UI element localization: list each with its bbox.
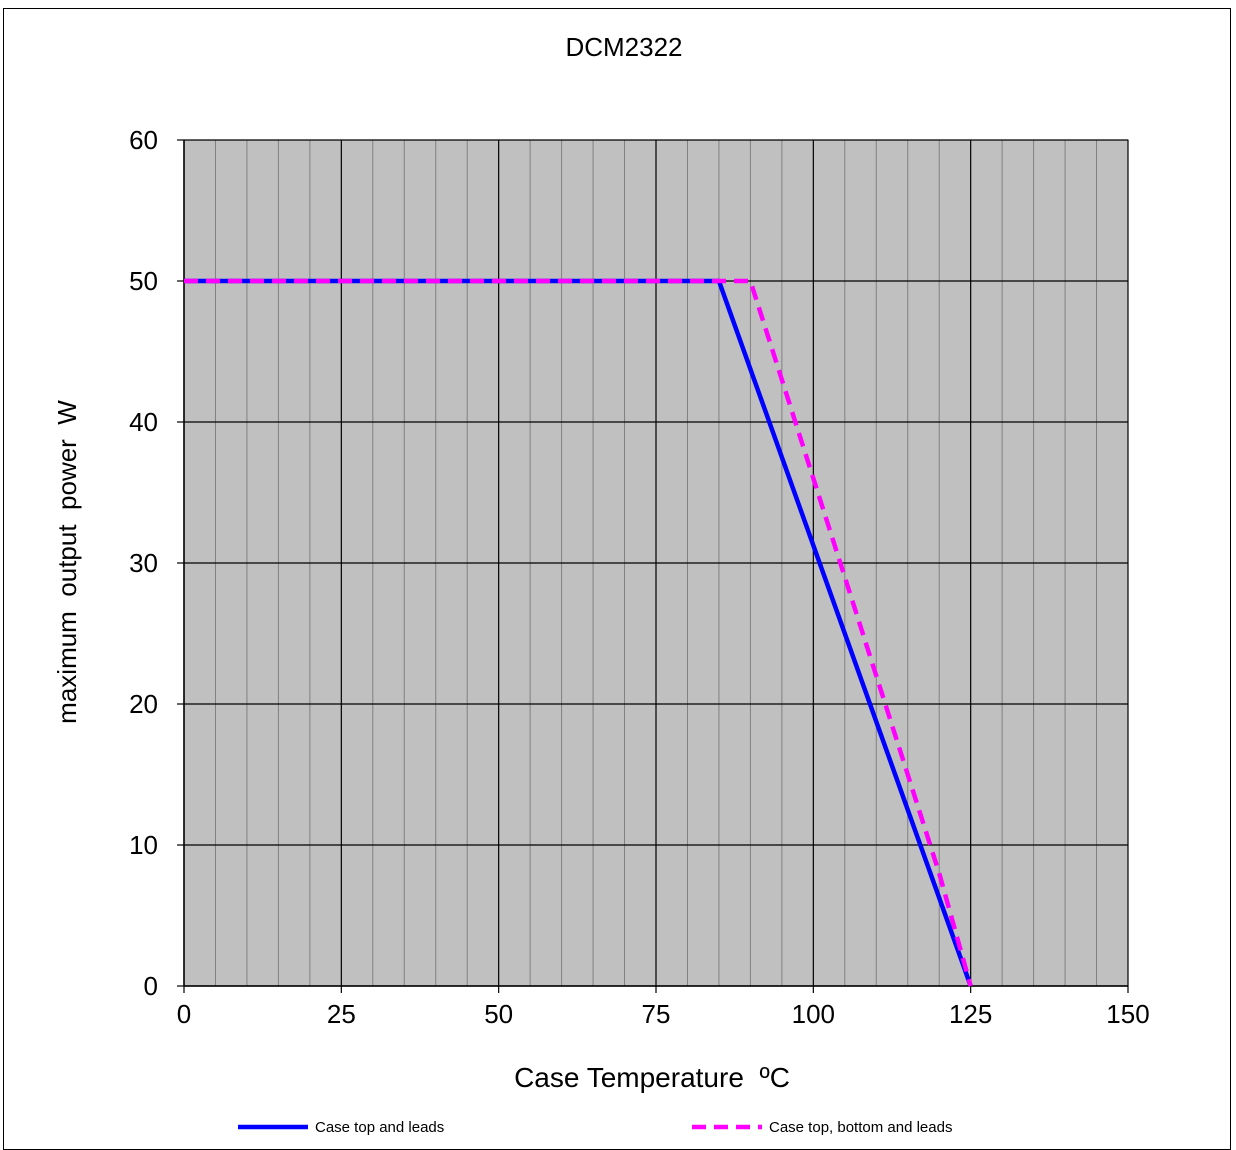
y-tick-label: 10 (129, 830, 158, 860)
y-tick-label: 60 (129, 125, 158, 155)
x-tick-label: 0 (177, 999, 191, 1029)
x-tick-label: 25 (327, 999, 356, 1029)
x-axis-label: Case Temperature ºC (514, 1062, 790, 1093)
y-tick-label: 50 (129, 266, 158, 296)
x-tick-label: 100 (792, 999, 835, 1029)
x-tick-label: 125 (949, 999, 992, 1029)
y-tick-label: 20 (129, 689, 158, 719)
legend-label-2: Case top, bottom and leads (769, 1119, 952, 1136)
legend: Case top and leads Case top, bottom and l… (238, 1119, 952, 1136)
y-tick-label: 0 (144, 971, 158, 1001)
y-tick-label: 30 (129, 548, 158, 578)
x-tick-label: 50 (484, 999, 513, 1029)
y-axis-label: maximum output power W (52, 400, 82, 724)
x-tick-label: 75 (642, 999, 671, 1029)
x-tick-label: 150 (1106, 999, 1149, 1029)
y-tick-label: 40 (129, 407, 158, 437)
chart-title: DCM2322 (565, 32, 682, 62)
legend-label-1: Case top and leads (315, 1119, 444, 1136)
